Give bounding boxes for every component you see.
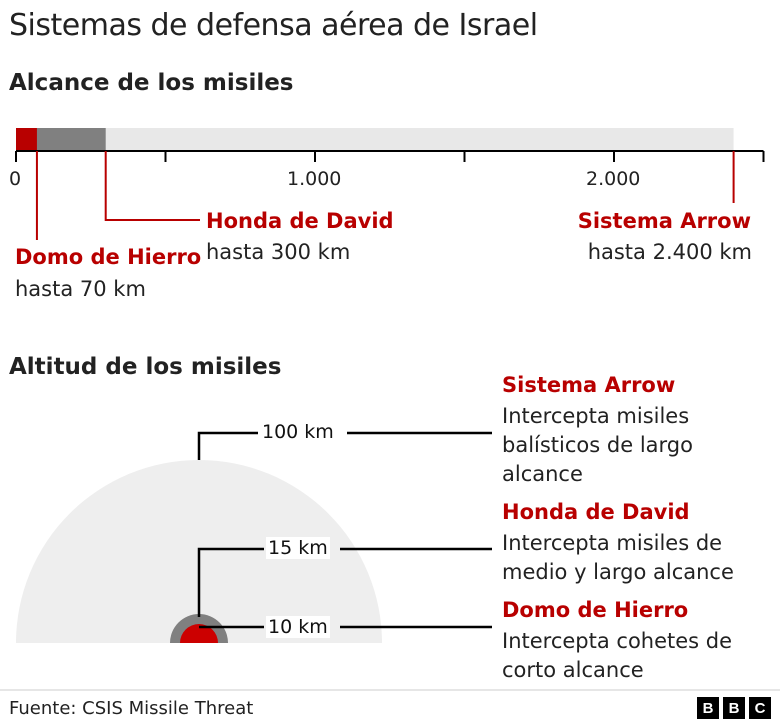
bbc-logo-b2: B (723, 697, 745, 719)
sling-alt-name: Honda de David (502, 500, 690, 524)
leader-100km-left (197, 431, 258, 460)
tick-label-0: 0 (9, 168, 22, 190)
source-note: Fuente: CSIS Missile Threat (9, 698, 254, 719)
page-title: Sistemas de defensa aérea de Israel (9, 8, 538, 43)
arrow-name: Sistema Arrow (577, 209, 751, 233)
arrow-range: hasta 2.400 km (587, 240, 752, 264)
bbc-logo-b1: B (697, 697, 719, 719)
altitude-label-10: 10 km (266, 616, 330, 638)
altitude-label-100: 100 km (260, 421, 336, 443)
altitude-heading: Altitud de los misiles (9, 354, 282, 380)
iron-dome-range: hasta 70 km (15, 277, 146, 301)
dome-alt-desc: Intercepta cohetes de corto alcance (502, 629, 733, 682)
arrow-alt-name: Sistema Arrow (502, 373, 676, 397)
range-heading: Alcance de los misiles (9, 70, 294, 96)
dome-alt-name: Domo de Hierro (502, 598, 689, 622)
range-bar-sistema-arrow (16, 128, 734, 150)
leader-davids-sling (104, 151, 200, 221)
davids-sling-range: hasta 300 km (206, 240, 351, 264)
bbc-logo: B B C (697, 697, 771, 719)
davids-sling-name: Honda de David (206, 209, 394, 233)
tick-label-1000: 1.000 (287, 168, 342, 190)
arrow-alt-desc: Intercepta misiles balísticos de largo a… (502, 404, 693, 486)
range-bar-honda-de-david (16, 128, 106, 150)
range-bar-domo-de-hierro (16, 128, 37, 150)
altitude-dome-2 (180, 624, 218, 643)
altitude-label-15: 15 km (266, 537, 330, 559)
sling-alt-desc: Intercepta misiles de medio y largo alca… (502, 531, 734, 584)
iron-dome-name: Domo de Hierro (15, 245, 202, 269)
leader-15km-left (197, 547, 264, 617)
tick-label-2000: 2.000 (586, 168, 641, 190)
bbc-logo-c: C (749, 697, 771, 719)
